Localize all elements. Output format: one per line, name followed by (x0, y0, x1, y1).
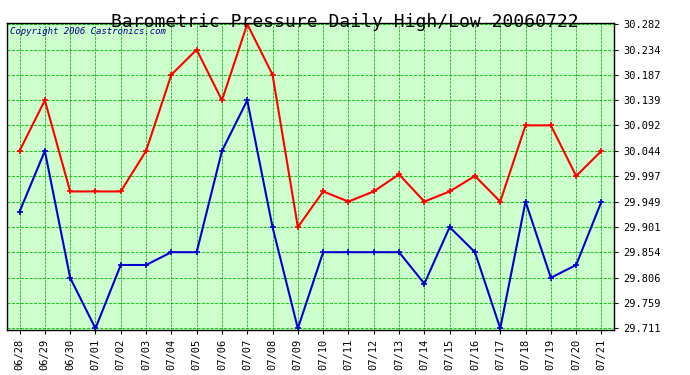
Text: Barometric Pressure Daily High/Low 20060722: Barometric Pressure Daily High/Low 20060… (111, 13, 579, 31)
Text: Copyright 2006 Castronics.com: Copyright 2006 Castronics.com (10, 27, 166, 36)
